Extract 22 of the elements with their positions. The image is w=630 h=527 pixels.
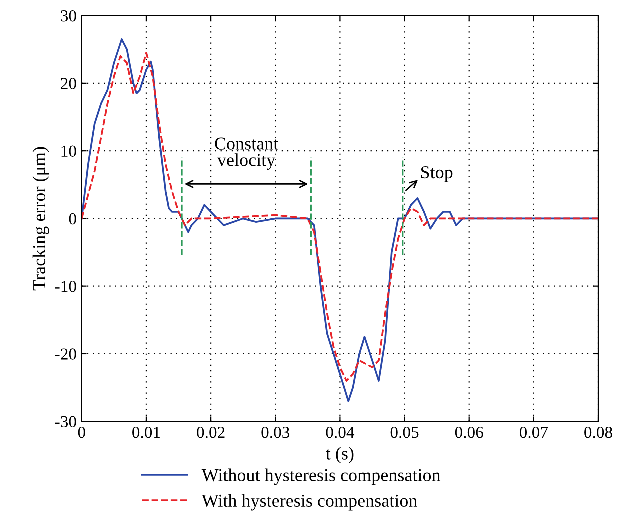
y-axis-title: Tracking error (μm) [32,147,50,291]
x-tick-label: 0.01 [132,426,160,438]
x-tick-label: 0.05 [390,426,419,438]
y-tick-label: 0 [69,213,76,225]
x-tick-label: 0.04 [326,426,355,438]
legend-label: With hysteresis compensation [202,494,418,511]
x-tick-label: 0 [78,426,86,438]
legend-label: Without hysteresis compensation [202,468,441,486]
x-tick-label: 0.08 [584,426,612,438]
x-tick-label: 0.02 [197,426,225,438]
y-tick-label: 30 [61,10,76,22]
x-axis-title: t (s) [326,447,354,464]
y-tick-label: -20 [55,348,76,360]
y-tick-label: -10 [55,281,76,292]
annotation: Stop [421,166,453,182]
x-tick-label: 0.06 [455,426,484,438]
y-tick-label: 20 [61,78,76,90]
x-tick-label: 0.07 [520,426,548,438]
annotation: Constant velocity [215,138,279,170]
x-tick-label: 0.03 [262,426,290,438]
y-tick-label: -30 [55,416,76,428]
y-tick-label: 10 [62,146,76,158]
